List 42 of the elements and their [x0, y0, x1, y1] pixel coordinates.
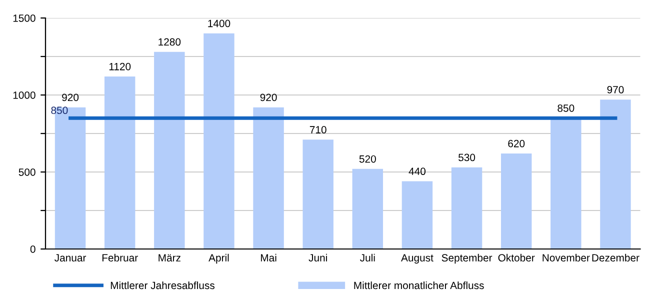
x-tick-label: November: [542, 254, 590, 262]
x-tick-label: September: [442, 254, 492, 264]
x-tick-label: Februar: [102, 254, 138, 262]
data-label: 520: [359, 155, 376, 163]
x-tick-label: April: [208, 254, 229, 264]
y-tick-label: 1000: [13, 92, 36, 99]
data-label: 920: [62, 94, 79, 102]
data-label: 710: [310, 126, 326, 134]
x-tick-label: August: [401, 254, 434, 264]
x-tick-label: Juni: [308, 254, 327, 262]
bar: [302, 140, 334, 249]
data-label: 850: [51, 106, 68, 114]
y-tick-label: 0: [30, 246, 36, 253]
bar: [154, 52, 185, 249]
data-label: 530: [458, 154, 476, 162]
bar: [550, 118, 582, 249]
data-label: 1120: [109, 62, 131, 70]
data-label: 620: [508, 140, 525, 148]
data-label: 1400: [208, 20, 230, 28]
y-tick-label: 1500: [13, 14, 36, 22]
x-tick-label: Oktober: [498, 254, 535, 262]
bar: [402, 181, 433, 249]
data-label: 920: [260, 94, 277, 102]
x-tick-label: Dezember: [592, 254, 640, 262]
x-tick-label: Juli: [360, 254, 375, 262]
bar: [253, 107, 284, 249]
bar: [600, 100, 631, 249]
bar: [500, 154, 532, 249]
bar: [104, 76, 136, 249]
legend-label: Mittlerer monatlicher Abfluss: [354, 281, 484, 290]
x-tick-label: Januar: [54, 254, 86, 262]
legend-label: Mittlerer Jahresabfluss: [110, 281, 214, 290]
data-label: 970: [607, 86, 624, 94]
bar: [352, 168, 384, 249]
x-tick-label: März: [158, 254, 180, 262]
x-tick-label: Mai: [260, 254, 276, 262]
bar: [204, 33, 234, 249]
data-label: 1280: [158, 38, 181, 46]
data-label: 850: [558, 104, 574, 112]
bar: [451, 167, 482, 249]
data-label: 440: [408, 168, 426, 176]
y-tick-label: 500: [18, 168, 36, 176]
